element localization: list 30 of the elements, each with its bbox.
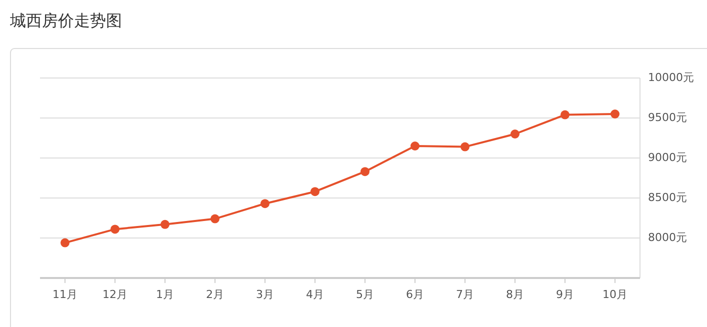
y-tick-label: 9000元 — [648, 151, 687, 164]
point — [410, 142, 420, 150]
point — [510, 130, 520, 138]
point — [160, 220, 170, 229]
x-tick-label: 4月 — [306, 288, 324, 301]
x-tick-label: 1月 — [156, 288, 174, 301]
point — [260, 199, 270, 208]
y-tick-label: 8500元 — [648, 191, 687, 204]
x-tick-label: 3月 — [256, 288, 274, 301]
point — [310, 187, 320, 196]
point — [210, 214, 220, 224]
point — [360, 167, 370, 176]
y-tick-label: 8000元 — [648, 231, 687, 244]
x-tick-label: 6月 — [406, 288, 424, 301]
x-tick-label: 12月 — [102, 288, 128, 301]
x-tick-label: 10月 — [602, 288, 628, 301]
y-tick-label: 10000元 — [648, 71, 694, 84]
x-tick-label: 5月 — [356, 288, 374, 301]
x-tick-label: 7月 — [456, 288, 474, 301]
point — [110, 224, 120, 234]
x-tick-label: 8月 — [506, 288, 524, 301]
x-tick-label: 2月 — [206, 288, 224, 301]
x-tick-label: 9月 — [556, 288, 574, 301]
point — [610, 110, 620, 118]
point — [560, 110, 570, 120]
x-tick-label: 11月 — [52, 288, 78, 301]
chart-title: 城西房价走势图 — [9, 11, 122, 30]
point — [60, 238, 70, 248]
y-tick-label: 9500元 — [648, 111, 687, 124]
point — [460, 142, 470, 152]
